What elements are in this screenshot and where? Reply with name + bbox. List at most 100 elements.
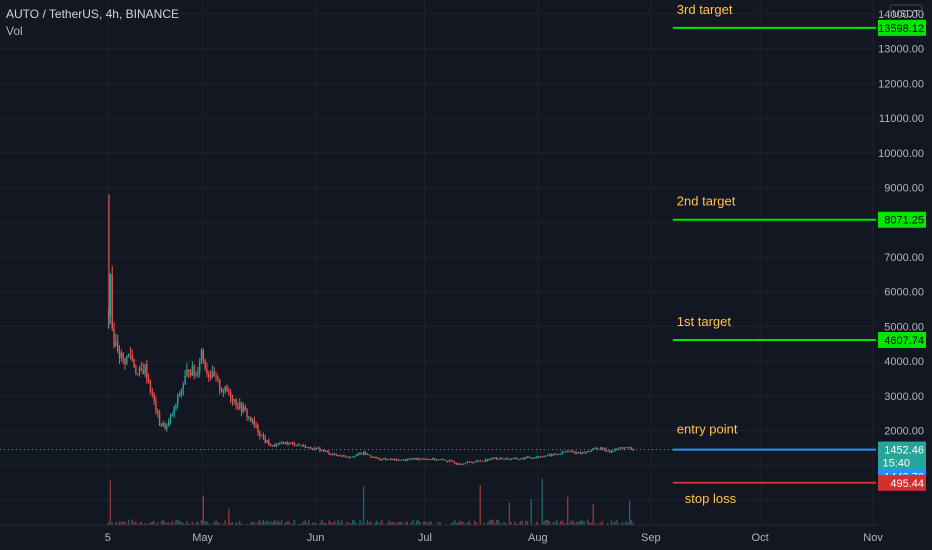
candle-body	[454, 462, 456, 464]
candle-body	[495, 457, 498, 460]
price-tag-label: 4607.74	[884, 335, 924, 347]
candle-body	[322, 449, 325, 451]
candle-body	[608, 450, 611, 453]
y-tick-label: 5000.00	[884, 321, 924, 333]
candle-body	[430, 459, 432, 461]
volume-bar	[237, 523, 239, 525]
candle-body	[291, 442, 294, 444]
volume-bar	[546, 520, 549, 525]
candle-body	[339, 455, 341, 457]
volume-bar	[324, 522, 327, 525]
candle-body	[628, 447, 631, 449]
volume-bar	[249, 522, 252, 525]
candle-body	[231, 397, 234, 402]
volume-bar	[231, 522, 234, 525]
volume-bar	[149, 522, 152, 525]
volume-bar	[554, 521, 556, 525]
volume-bar	[251, 521, 254, 525]
candle-body	[583, 452, 585, 454]
volume-bar	[169, 523, 172, 525]
volume-bar	[188, 523, 190, 525]
volume-bar	[437, 522, 440, 525]
volume-bar	[594, 523, 596, 525]
x-tick-label: May	[192, 532, 213, 544]
volume-bar	[572, 520, 574, 525]
candle-body	[186, 369, 188, 376]
candle-body	[138, 368, 141, 374]
candle-body	[321, 449, 323, 451]
volume-bar	[107, 522, 110, 525]
candle-body	[248, 416, 250, 418]
volume-bar	[590, 522, 593, 525]
y-tick-label: 10000.00	[878, 148, 924, 160]
candle-body	[266, 440, 268, 443]
volume-bar	[543, 521, 545, 525]
candle-body	[483, 460, 485, 462]
candle-body	[153, 393, 155, 402]
volume-bar	[541, 478, 543, 525]
volume-bar	[353, 520, 356, 525]
volume-bar	[561, 520, 563, 525]
y-tick-label: 12000.00	[878, 78, 924, 90]
candle-body	[368, 454, 370, 456]
candle-body	[419, 458, 421, 460]
candle-body	[273, 445, 276, 447]
volume-bar	[450, 523, 452, 525]
volume-bar	[515, 523, 518, 525]
volume-bar	[355, 523, 358, 525]
y-tick-label: 4000.00	[884, 356, 924, 368]
volume-bar	[375, 520, 378, 525]
candle-body	[288, 442, 290, 445]
candle-body	[474, 461, 476, 463]
volume-bar	[116, 523, 119, 525]
volume-bar	[297, 523, 299, 525]
candle-body	[485, 459, 487, 462]
candle-body	[244, 406, 246, 411]
symbol-exchange: BINANCE	[125, 7, 179, 21]
volume-bar	[304, 520, 307, 525]
candle-body	[390, 458, 392, 460]
volume-bar	[370, 521, 372, 525]
candle-body	[506, 458, 509, 460]
candle-body	[111, 274, 113, 329]
volume-bar	[565, 523, 567, 525]
candle-body	[590, 450, 593, 452]
volume-bar	[115, 521, 117, 525]
candle-body	[337, 454, 339, 456]
candle-body	[149, 382, 152, 393]
y-tick-label: 2000.00	[884, 426, 924, 438]
candle-body	[359, 453, 361, 455]
volume-bar	[599, 523, 602, 525]
volume-indicator-label[interactable]: Vol	[6, 24, 23, 38]
candle-body	[468, 461, 471, 463]
volume-bar	[614, 521, 616, 525]
candle-body	[290, 442, 292, 444]
candle-body	[342, 455, 345, 457]
volume-bar	[519, 521, 522, 525]
symbol-header[interactable]: AUTO / TetherUS, 4h, BINANCE	[6, 7, 179, 21]
candle-body	[355, 454, 358, 457]
candle-body	[417, 458, 419, 460]
candle-body	[464, 462, 467, 464]
volume-bar	[490, 519, 492, 525]
volume-bar	[612, 522, 614, 525]
candle-body	[131, 355, 133, 360]
candle-body	[403, 459, 405, 461]
volume-bar	[164, 522, 166, 525]
candle-body	[169, 415, 172, 422]
candle-body	[277, 443, 279, 445]
candle-body	[379, 458, 381, 461]
volume-bar	[632, 522, 634, 525]
candle-body	[563, 451, 565, 453]
volume-bar	[492, 519, 494, 525]
level-annotation: 3rd target	[677, 2, 733, 17]
volume-bar	[499, 522, 501, 525]
candle-body	[399, 459, 401, 461]
candle-body	[570, 451, 573, 453]
y-tick-label: 7000.00	[884, 252, 924, 264]
candle-body	[118, 352, 121, 358]
volume-bar	[366, 520, 368, 525]
candle-body	[115, 341, 117, 347]
candle-body	[346, 456, 348, 458]
